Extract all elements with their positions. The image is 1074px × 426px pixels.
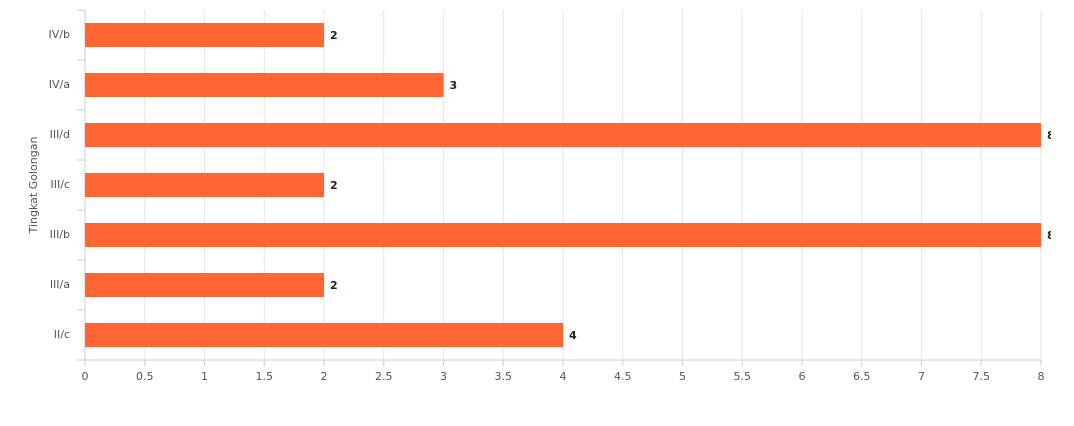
bar [85, 223, 1041, 247]
bar [85, 323, 563, 347]
x-tick-label: 7 [918, 370, 925, 383]
y-tick-label: III/a [50, 278, 70, 291]
bar [85, 273, 324, 297]
x-tick-label: 1.5 [256, 370, 274, 383]
x-tick-label: 0.5 [136, 370, 154, 383]
y-axis-title: Tingkat Golongan [27, 137, 40, 235]
x-tick-label: 5 [679, 370, 686, 383]
x-tick-label: 3 [440, 370, 447, 383]
plot: 0 0.5 1 1.5 2 2.5 3 3.5 4 4.5 5 5.5 6 6.5 7 7.5 8 IV/b 2 IV… [49, 9, 1055, 383]
y-tick-label: IV/a [49, 78, 70, 91]
x-tick-label: 4 [560, 370, 567, 383]
x-tick-label: 2 [321, 370, 328, 383]
x-tick-label: 6.5 [853, 370, 871, 383]
x-tick-label: 6 [799, 370, 806, 383]
y-tick-label: III/c [51, 178, 71, 191]
bar [85, 173, 324, 197]
y-tick-label: III/d [50, 128, 70, 141]
value-label: 8 [1047, 129, 1055, 142]
y-tick-label: III/b [50, 228, 70, 241]
value-label: 3 [450, 79, 458, 92]
bar [85, 23, 324, 47]
x-tick-label: 2.5 [375, 370, 393, 383]
y-tick-label: II/c [54, 328, 70, 341]
x-tick-label: 0 [82, 370, 89, 383]
x-tick-label: 8 [1038, 370, 1045, 383]
value-label: 2 [330, 279, 338, 292]
x-tick-label: 7.5 [973, 370, 991, 383]
bar [85, 123, 1041, 147]
x-tick-label: 3.5 [495, 370, 513, 383]
x-tick-label: 4.5 [614, 370, 632, 383]
x-tick-label: 1 [201, 370, 208, 383]
value-label: 8 [1047, 229, 1055, 242]
x-tick-label: 5.5 [734, 370, 752, 383]
value-label: 4 [569, 329, 577, 342]
value-label: 2 [330, 179, 338, 192]
bar [85, 73, 444, 97]
value-label: 2 [330, 29, 338, 42]
y-tick-label: IV/b [49, 28, 70, 41]
